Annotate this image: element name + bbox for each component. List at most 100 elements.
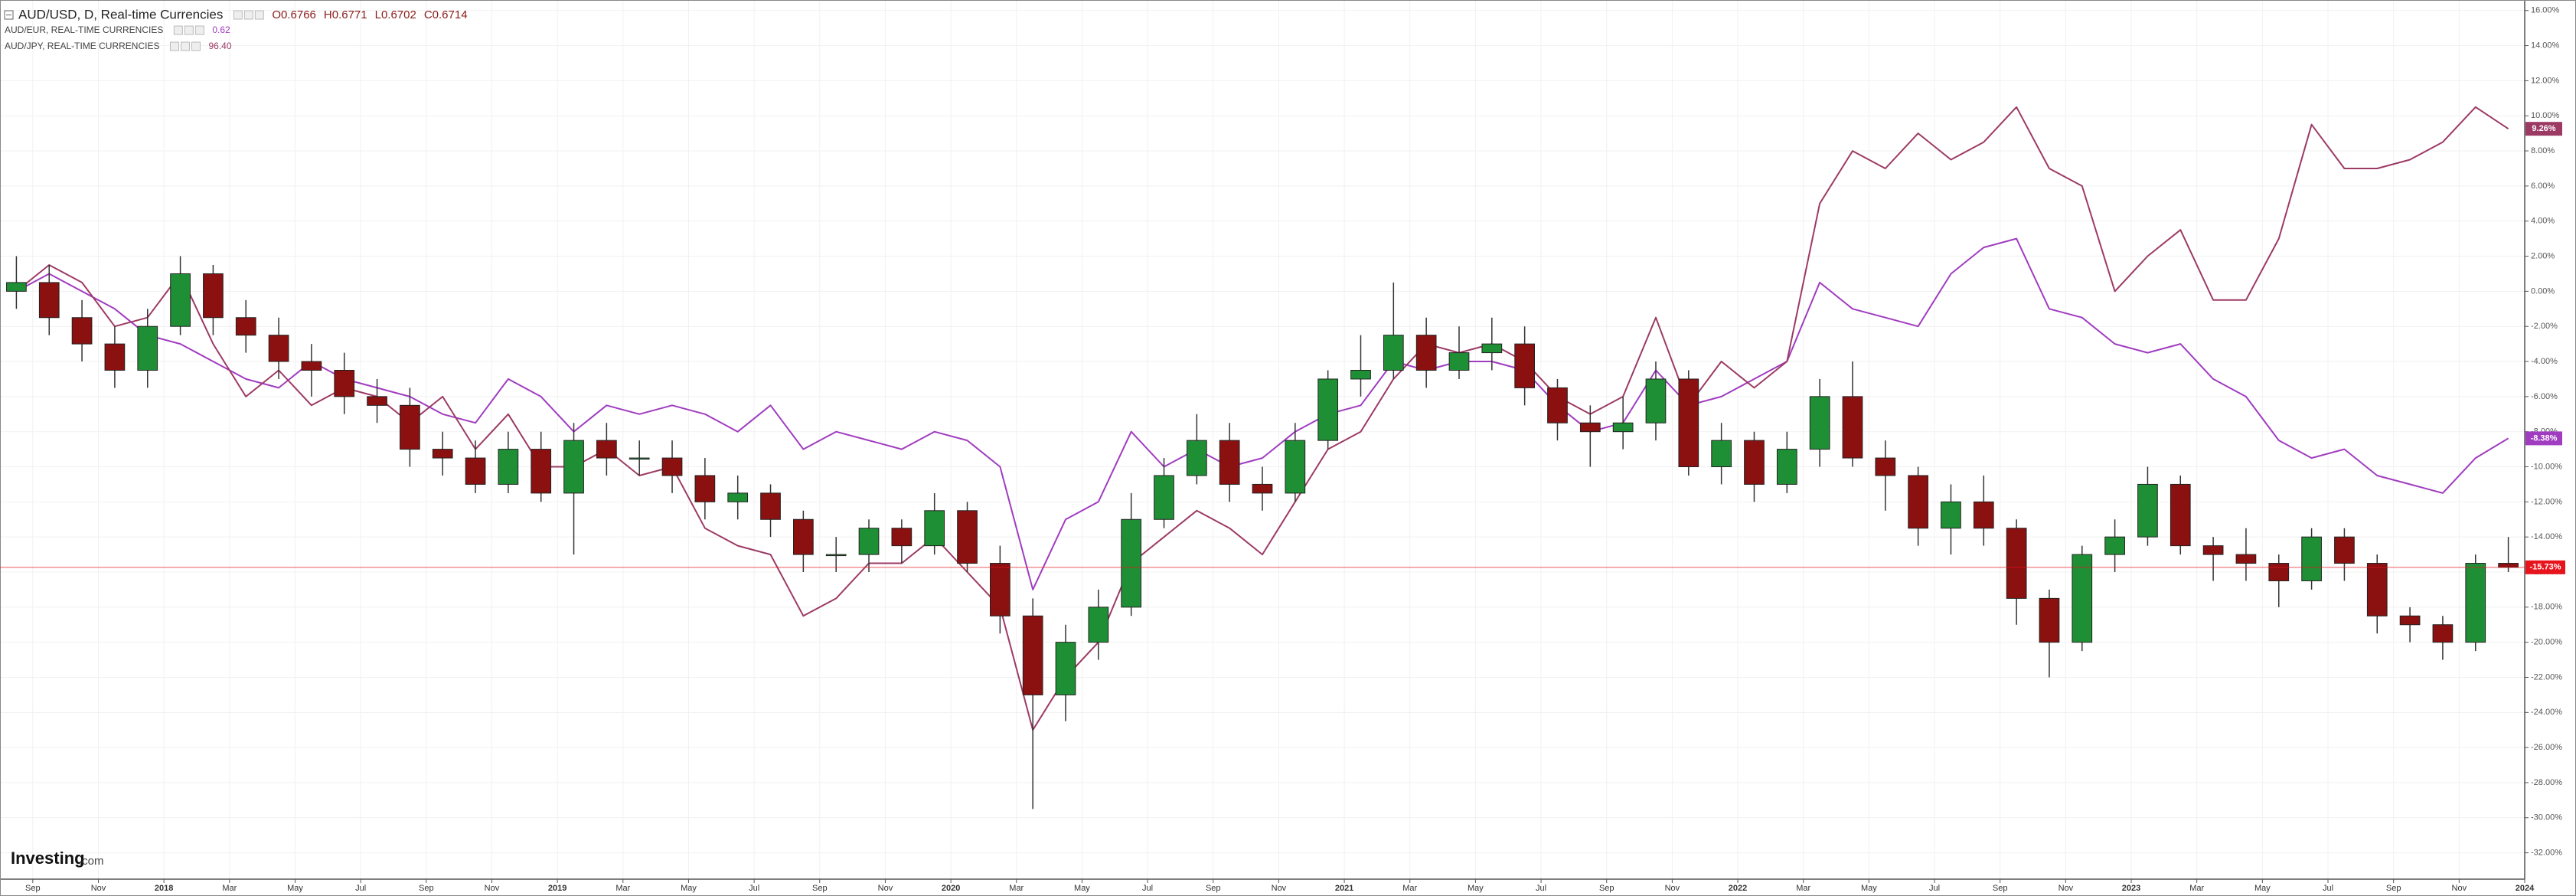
x-tick-label: Mar bbox=[1009, 884, 1024, 893]
series-label-box bbox=[2525, 122, 2562, 136]
series-line bbox=[15, 106, 2509, 731]
candle-body bbox=[1612, 422, 1634, 433]
x-tick-label: Nov bbox=[2059, 884, 2074, 893]
y-tick-label: 14.00% bbox=[2531, 41, 2560, 50]
candle-body bbox=[1350, 369, 1371, 380]
legend-icon[interactable] bbox=[180, 41, 190, 51]
candle-body bbox=[2498, 563, 2519, 568]
x-tick-label: Nov bbox=[2452, 884, 2467, 893]
candle-body bbox=[1383, 335, 1404, 371]
candle-body bbox=[1481, 343, 1503, 354]
candle-body bbox=[825, 554, 847, 557]
y-tick-label: -28.00% bbox=[2531, 778, 2562, 787]
y-tick-label: 8.00% bbox=[2531, 146, 2555, 155]
x-tick-label: Jul bbox=[749, 884, 759, 893]
candle-body bbox=[1121, 518, 1142, 608]
x-tick-label: Sep bbox=[419, 884, 434, 893]
candle-body bbox=[1547, 387, 1568, 423]
candle-body bbox=[2137, 483, 2158, 538]
candle-body bbox=[2104, 536, 2125, 555]
candle-body bbox=[1186, 440, 1207, 476]
candle-body bbox=[924, 510, 945, 547]
y-tick-label: -18.00% bbox=[2531, 603, 2562, 612]
candle-body bbox=[301, 361, 322, 371]
candle-body bbox=[661, 457, 683, 476]
x-tick-label: Sep bbox=[1599, 884, 1614, 893]
y-tick-label: -24.00% bbox=[2531, 708, 2562, 717]
series-label: -8.38% bbox=[2531, 433, 2558, 443]
x-tick-label: May bbox=[681, 884, 697, 893]
candle-body bbox=[203, 273, 224, 319]
x-tick-label: Nov bbox=[1665, 884, 1680, 893]
y-tick-label: -26.00% bbox=[2531, 743, 2562, 752]
legend-icon[interactable] bbox=[233, 10, 243, 20]
y-tick-label: -14.00% bbox=[2531, 532, 2562, 541]
candle-body bbox=[1908, 475, 1928, 529]
series-line bbox=[15, 237, 2509, 590]
collapse-icon bbox=[4, 10, 14, 20]
y-tick-label: -30.00% bbox=[2531, 813, 2562, 822]
candle-body bbox=[1941, 501, 1961, 529]
legend-icon[interactable] bbox=[169, 41, 179, 51]
x-tick-label: Jul bbox=[1142, 884, 1153, 893]
legend-icon[interactable] bbox=[184, 25, 194, 35]
x-tick-label: Sep bbox=[1993, 884, 2008, 893]
x-tick-label: Mar bbox=[1402, 884, 1417, 893]
candle-body bbox=[2006, 528, 2027, 599]
candle-body bbox=[891, 528, 913, 547]
candle-body bbox=[137, 325, 158, 371]
x-tick-label: Nov bbox=[91, 884, 106, 893]
candle-body bbox=[1055, 642, 1076, 695]
x-tick-label: Sep bbox=[25, 884, 41, 893]
legend-icon[interactable] bbox=[191, 41, 201, 51]
y-tick-label: -4.00% bbox=[2531, 357, 2558, 366]
candle-body bbox=[2268, 563, 2290, 581]
candle-body bbox=[268, 335, 289, 362]
x-tick-label: May bbox=[1468, 884, 1484, 893]
candle-body bbox=[235, 317, 256, 336]
legend-icon[interactable] bbox=[173, 25, 183, 35]
candle-body bbox=[71, 317, 93, 345]
x-tick-label: Jul bbox=[1929, 884, 1940, 893]
legend-icon[interactable] bbox=[243, 10, 253, 20]
candle-body bbox=[531, 449, 552, 494]
x-tick-label: 2023 bbox=[2122, 884, 2140, 893]
ohlc-readout: O0.6766 bbox=[272, 8, 316, 21]
ohlc-readout: C0.6714 bbox=[424, 8, 468, 21]
candle-body bbox=[1415, 335, 1437, 371]
candle-body bbox=[760, 492, 781, 520]
watermark: Investing .com bbox=[11, 849, 104, 868]
candle-body bbox=[2366, 563, 2388, 616]
candle-body bbox=[400, 404, 420, 450]
legend-icon[interactable] bbox=[254, 10, 264, 20]
candle-body bbox=[628, 457, 650, 460]
x-tick-label: May bbox=[2254, 884, 2271, 893]
candle-body bbox=[793, 518, 814, 555]
candle-body bbox=[1219, 440, 1240, 485]
legend-icon[interactable] bbox=[194, 25, 204, 35]
y-tick-label: -6.00% bbox=[2531, 392, 2558, 401]
candle-body bbox=[465, 457, 486, 485]
x-tick-label: May bbox=[1861, 884, 1877, 893]
x-tick-label: Sep bbox=[812, 884, 828, 893]
candle-body bbox=[1744, 440, 1765, 485]
candle-body bbox=[2202, 545, 2224, 555]
x-tick-label: Mar bbox=[615, 884, 630, 893]
y-tick-label: 10.00% bbox=[2531, 111, 2560, 120]
candle-body bbox=[2334, 536, 2355, 564]
price-label-box bbox=[2525, 560, 2565, 574]
candle-body bbox=[1448, 352, 1470, 371]
candle-body bbox=[170, 273, 191, 327]
x-tick-label: May bbox=[287, 884, 303, 893]
x-tick-label: May bbox=[1074, 884, 1090, 893]
candle-body bbox=[957, 510, 978, 564]
candle-body bbox=[2465, 563, 2486, 643]
candle-body bbox=[596, 440, 617, 459]
series-readout: 0.62 bbox=[212, 25, 230, 35]
candle-body bbox=[563, 440, 584, 494]
y-tick-label: 6.00% bbox=[2531, 181, 2555, 191]
candle-body bbox=[1973, 501, 1994, 529]
legend-entry: AUD/JPY, REAL-TIME CURRENCIES bbox=[5, 41, 159, 51]
